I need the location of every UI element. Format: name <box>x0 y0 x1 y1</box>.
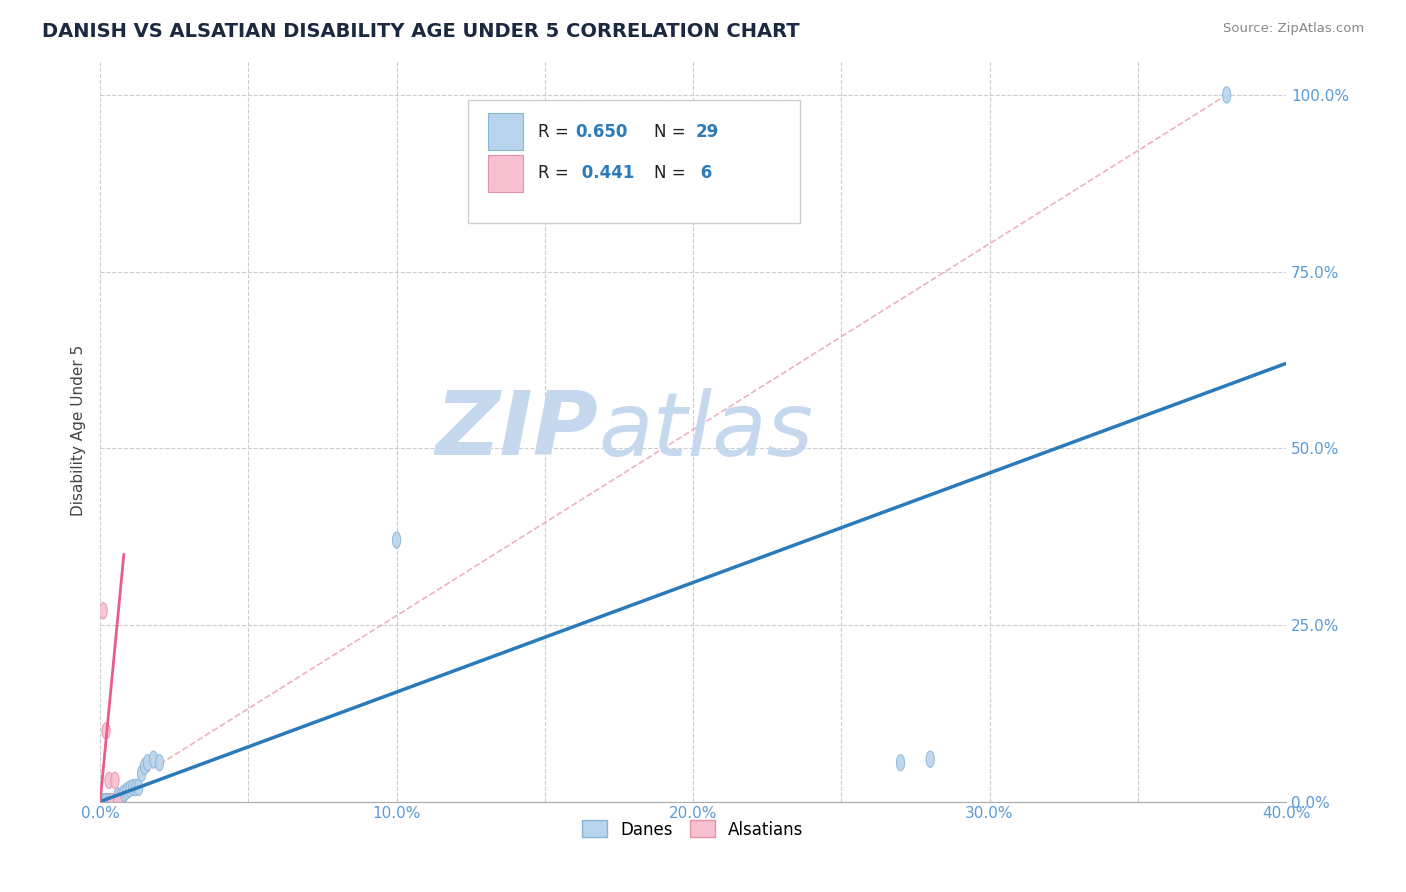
Ellipse shape <box>927 751 935 767</box>
Text: atlas: atlas <box>598 388 813 474</box>
Ellipse shape <box>117 788 125 804</box>
Text: 0.441: 0.441 <box>575 164 634 182</box>
Ellipse shape <box>120 785 128 801</box>
Ellipse shape <box>392 532 401 549</box>
Ellipse shape <box>132 780 139 796</box>
Ellipse shape <box>98 793 107 810</box>
Ellipse shape <box>120 787 128 803</box>
Legend: Danes, Alsatians: Danes, Alsatians <box>576 814 810 846</box>
Ellipse shape <box>101 793 110 810</box>
Ellipse shape <box>108 793 117 810</box>
Text: ZIP: ZIP <box>436 387 598 474</box>
Ellipse shape <box>98 603 107 619</box>
Y-axis label: Disability Age Under 5: Disability Age Under 5 <box>72 345 86 516</box>
FancyBboxPatch shape <box>488 113 523 150</box>
Ellipse shape <box>138 765 146 781</box>
Ellipse shape <box>149 751 157 767</box>
Text: R =: R = <box>537 164 574 182</box>
FancyBboxPatch shape <box>488 154 523 192</box>
Ellipse shape <box>111 772 120 789</box>
Text: 6: 6 <box>696 164 713 182</box>
Ellipse shape <box>111 793 120 810</box>
Ellipse shape <box>108 793 117 810</box>
Text: 29: 29 <box>696 122 718 141</box>
Text: 0.650: 0.650 <box>575 122 628 141</box>
Ellipse shape <box>105 772 112 789</box>
FancyBboxPatch shape <box>468 101 800 223</box>
Ellipse shape <box>101 793 110 810</box>
Ellipse shape <box>155 755 163 771</box>
Ellipse shape <box>111 793 120 810</box>
Ellipse shape <box>122 783 131 799</box>
Ellipse shape <box>114 790 122 806</box>
Ellipse shape <box>114 793 122 810</box>
Ellipse shape <box>897 755 904 771</box>
Ellipse shape <box>1222 87 1230 103</box>
Ellipse shape <box>135 780 143 796</box>
Ellipse shape <box>141 758 149 774</box>
Ellipse shape <box>108 793 117 810</box>
Ellipse shape <box>105 793 112 810</box>
Ellipse shape <box>143 755 152 771</box>
Text: DANISH VS ALSATIAN DISABILITY AGE UNDER 5 CORRELATION CHART: DANISH VS ALSATIAN DISABILITY AGE UNDER … <box>42 22 800 41</box>
Ellipse shape <box>101 723 110 739</box>
Text: N =: N = <box>654 164 690 182</box>
Ellipse shape <box>105 793 112 810</box>
Text: Source: ZipAtlas.com: Source: ZipAtlas.com <box>1223 22 1364 36</box>
Text: R =: R = <box>537 122 574 141</box>
Ellipse shape <box>125 780 134 797</box>
Ellipse shape <box>128 780 136 796</box>
Ellipse shape <box>114 788 122 804</box>
Ellipse shape <box>105 793 112 810</box>
Text: N =: N = <box>654 122 690 141</box>
